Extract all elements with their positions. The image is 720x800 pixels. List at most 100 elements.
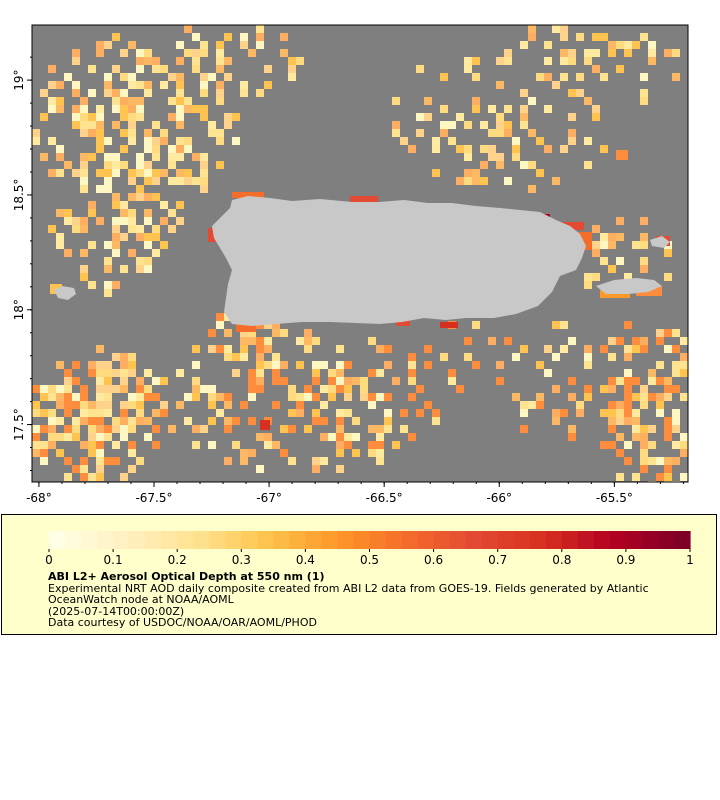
aod-pixel bbox=[136, 81, 144, 89]
aod-pixel bbox=[336, 369, 344, 377]
aod-pixel bbox=[96, 185, 104, 193]
aod-pixel bbox=[32, 385, 40, 393]
aod-pixel bbox=[448, 121, 456, 129]
aod-pixel bbox=[192, 345, 200, 353]
aod-pixel bbox=[248, 329, 256, 337]
aod-pixel bbox=[656, 457, 664, 465]
aod-pixel bbox=[432, 137, 440, 145]
aod-pixel bbox=[176, 121, 184, 129]
aod-pixel bbox=[520, 41, 528, 49]
colorbar-swatch bbox=[225, 531, 242, 549]
aod-pixel bbox=[456, 385, 464, 393]
aod-pixel bbox=[184, 393, 192, 401]
aod-pixel-high bbox=[236, 324, 256, 332]
aod-pixel bbox=[96, 409, 104, 417]
aod-pixel bbox=[80, 273, 88, 281]
aod-pixel bbox=[184, 25, 192, 33]
aod-pixel bbox=[144, 233, 152, 241]
aod-pixel bbox=[88, 209, 96, 217]
aod-pixel bbox=[64, 433, 72, 441]
aod-pixel bbox=[344, 433, 352, 441]
aod-pixel bbox=[232, 353, 240, 361]
colorbar-swatch bbox=[241, 531, 258, 549]
aod-pixel bbox=[200, 49, 208, 57]
aod-pixel bbox=[200, 185, 208, 193]
aod-pixel bbox=[344, 441, 352, 449]
aod-pixel bbox=[312, 393, 320, 401]
aod-pixel bbox=[664, 473, 672, 481]
aod-pixel bbox=[104, 137, 112, 145]
aod-pixel bbox=[664, 273, 672, 281]
aod-pixel bbox=[128, 465, 136, 473]
aod-pixel bbox=[104, 361, 112, 369]
aod-pixel bbox=[648, 457, 656, 465]
aod-pixel bbox=[112, 201, 120, 209]
aod-pixel bbox=[136, 225, 144, 233]
aod-pixel bbox=[72, 433, 80, 441]
aod-pixel bbox=[128, 225, 136, 233]
aod-pixel bbox=[104, 81, 112, 89]
aod-pixel bbox=[504, 57, 512, 65]
aod-pixel bbox=[336, 385, 344, 393]
aod-pixel bbox=[168, 177, 176, 185]
aod-pixel bbox=[608, 401, 616, 409]
aod-pixel bbox=[608, 241, 616, 249]
aod-pixel bbox=[296, 393, 304, 401]
aod-pixel bbox=[152, 393, 160, 401]
aod-pixel bbox=[576, 409, 584, 417]
aod-pixel bbox=[384, 361, 392, 369]
aod-pixel bbox=[144, 417, 152, 425]
aod-pixel bbox=[240, 41, 248, 49]
map-svg[interactable]: -68° -67.5° -67° -66.5° -66° -65.5° 19°18.5°1… bbox=[0, 0, 720, 510]
aod-pixel bbox=[536, 137, 544, 145]
aod-pixel bbox=[584, 353, 592, 361]
aod-pixel bbox=[144, 169, 152, 177]
aod-pixel bbox=[248, 417, 256, 425]
aod-pixel bbox=[424, 113, 432, 121]
colorbar-swatch bbox=[193, 531, 210, 549]
aod-pixel bbox=[256, 369, 264, 377]
aod-pixel bbox=[64, 209, 72, 217]
aod-pixel bbox=[56, 153, 64, 161]
aod-pixel bbox=[48, 409, 56, 417]
aod-pixel bbox=[120, 385, 128, 393]
aod-pixel bbox=[112, 121, 120, 129]
aod-pixel bbox=[240, 329, 248, 337]
aod-pixel bbox=[152, 225, 160, 233]
aod-pixel bbox=[528, 33, 536, 41]
aod-pixel bbox=[336, 409, 344, 417]
aod-pixel bbox=[280, 361, 288, 369]
longitude-axis: -68° -67.5° -67° -66.5° -66° -65.5° bbox=[26, 482, 684, 505]
aod-pixel bbox=[680, 441, 688, 449]
aod-pixel bbox=[656, 409, 664, 417]
aod-pixel bbox=[640, 385, 648, 393]
aod-pixels bbox=[32, 25, 688, 482]
aod-pixel bbox=[184, 49, 192, 57]
aod-pixel bbox=[408, 145, 416, 153]
aod-pixel bbox=[472, 73, 480, 81]
colorbar-tick-label: 0 bbox=[45, 553, 53, 567]
colorbar-tick-label: 1 bbox=[686, 553, 694, 567]
aod-pixel bbox=[144, 209, 152, 217]
aod-pixel bbox=[32, 441, 40, 449]
aod-pixel bbox=[456, 177, 464, 185]
aod-pixel bbox=[88, 473, 96, 481]
aod-pixel bbox=[656, 337, 664, 345]
aod-pixel bbox=[144, 265, 152, 273]
aod-pixel bbox=[200, 105, 208, 113]
aod-pixel bbox=[152, 57, 160, 65]
aod-pixel bbox=[640, 441, 648, 449]
aod-pixel bbox=[368, 441, 376, 449]
aod-pixel bbox=[56, 417, 64, 425]
aod-pixel bbox=[176, 401, 184, 409]
aod-pixel bbox=[408, 393, 416, 401]
aod-pixel bbox=[416, 113, 424, 121]
aod-pixel bbox=[464, 65, 472, 73]
aod-pixel bbox=[120, 433, 128, 441]
aod-pixel bbox=[136, 193, 144, 201]
colorbar-swatch bbox=[481, 531, 499, 549]
aod-pixel bbox=[112, 425, 120, 433]
aod-pixel bbox=[512, 137, 520, 145]
aod-pixel bbox=[88, 433, 96, 441]
aod-pixel bbox=[144, 217, 152, 225]
